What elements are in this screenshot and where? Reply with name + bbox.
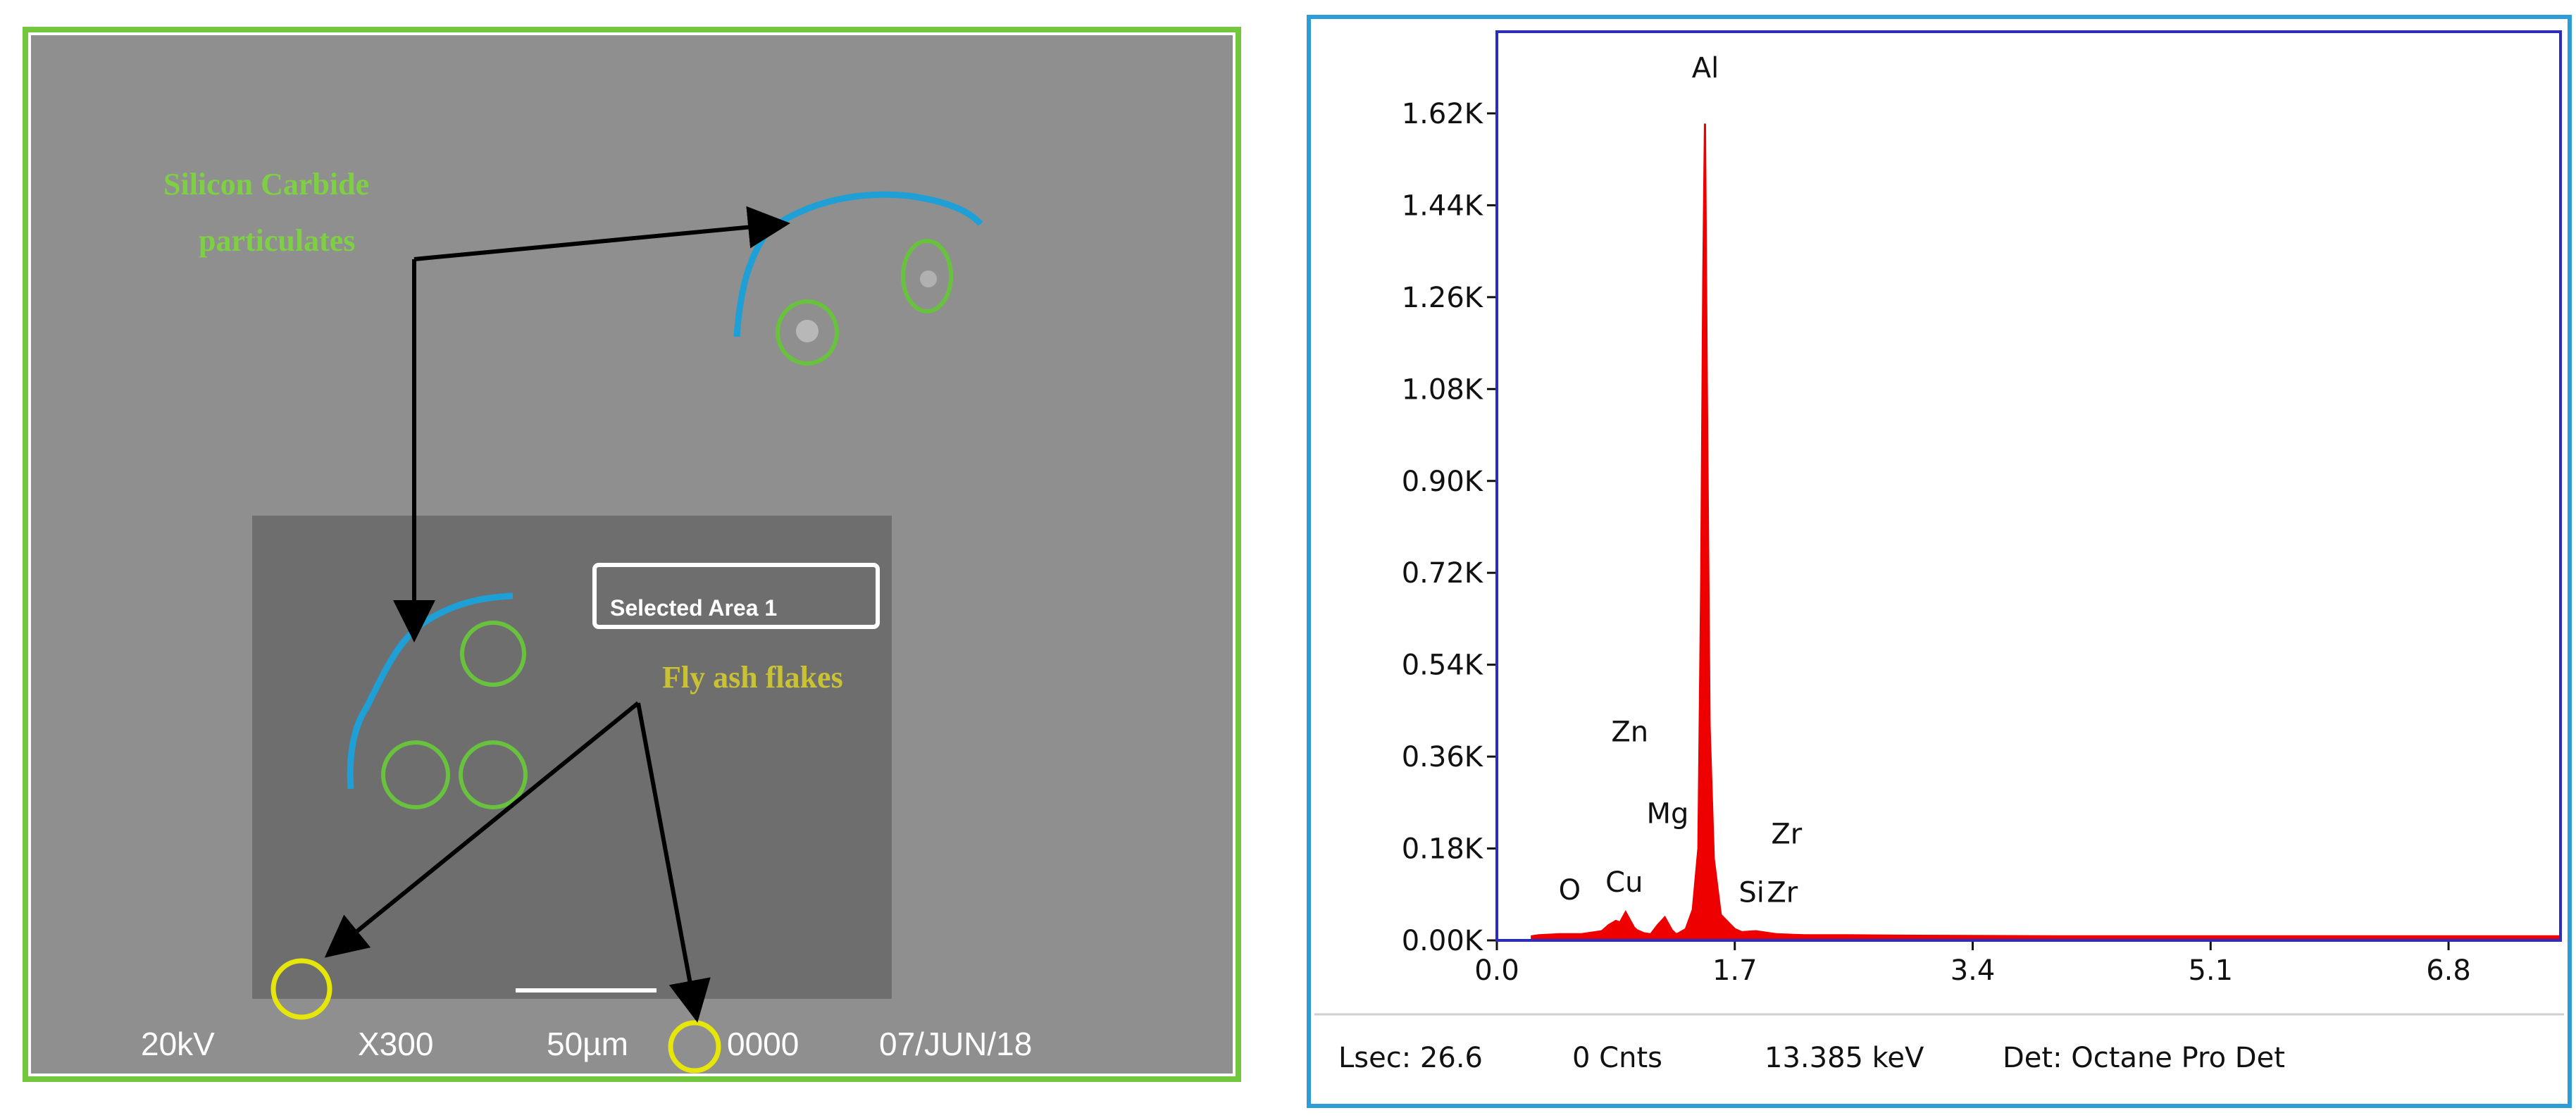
sem-frame bbox=[23, 27, 1241, 1082]
plot-area-border bbox=[1495, 30, 2562, 942]
sic-particle-marker bbox=[460, 621, 526, 687]
element-labels: Al Zn Mg Zr O Cu Si Zr bbox=[1559, 52, 1803, 909]
x-tick-label: 5.1 bbox=[2188, 954, 2233, 987]
sic-annotation-line1: Silicon Carbide bbox=[163, 167, 369, 201]
element-label: Mg bbox=[1646, 797, 1688, 830]
sic-particle-marker bbox=[459, 740, 528, 809]
y-tick-label: 0.18K bbox=[1402, 833, 1484, 866]
y-tick-label: 0.36K bbox=[1402, 741, 1484, 773]
element-label: Zr bbox=[1771, 818, 1802, 850]
y-tick-label: 0.90K bbox=[1402, 466, 1484, 498]
element-label: Al bbox=[1692, 52, 1719, 85]
y-tick-label: 0.72K bbox=[1402, 557, 1484, 590]
x-tick-label: 3.4 bbox=[1950, 954, 1996, 987]
fly-ash-marker bbox=[270, 958, 332, 1020]
status-energy: 13.385 keV bbox=[1765, 1042, 1924, 1074]
y-tick-label: 0.54K bbox=[1402, 649, 1484, 682]
sic-particle-marker bbox=[776, 299, 839, 366]
sem-scale-label: 50µm bbox=[547, 1026, 628, 1062]
sic-particle bbox=[920, 270, 937, 287]
x-tick-label: 6.8 bbox=[2426, 954, 2471, 987]
upper-boundary-curve bbox=[733, 191, 983, 337]
flyash-annotation: Fly ash flakes bbox=[662, 660, 843, 695]
spectrum bbox=[1531, 123, 2561, 940]
element-label: Zr bbox=[1767, 877, 1798, 909]
sic-particle-marker bbox=[381, 740, 450, 809]
sem-date: 07/JUN/18 bbox=[879, 1026, 1032, 1062]
y-tick-label: 1.44K bbox=[1402, 189, 1484, 222]
spectrum-series bbox=[1531, 123, 2561, 940]
status-lsec: Lsec: 26.6 bbox=[1338, 1042, 1483, 1074]
sic-particle bbox=[796, 320, 819, 342]
sem-micrograph-panel: Selected Area 1 Silicon Carbide particul… bbox=[23, 27, 1241, 1082]
lower-boundary-curve bbox=[347, 592, 514, 790]
element-label: Cu bbox=[1605, 866, 1643, 899]
element-label: Si bbox=[1738, 877, 1765, 909]
sic-arrow-upper bbox=[413, 206, 790, 261]
sic-particle-marker bbox=[901, 239, 953, 313]
element-label: O bbox=[1559, 874, 1581, 907]
eds-spectrum-panel: 0.00K 0.18K 0.36K 0.54K 0.72K 0.90K 1.08K 1.26K… bbox=[1307, 15, 2572, 1108]
x-tick-label: 0.0 bbox=[1474, 954, 1519, 987]
x-tick-label: 1.7 bbox=[1712, 954, 1757, 987]
sic-annotation-line2: particulates bbox=[199, 223, 355, 258]
sem-magnification: X300 bbox=[358, 1026, 433, 1062]
eds-frame bbox=[1307, 15, 2572, 1108]
y-tick-label: 1.62K bbox=[1402, 98, 1484, 130]
y-tick-label: 1.26K bbox=[1402, 282, 1484, 314]
y-axis: 0.00K 0.18K 0.36K 0.54K 0.72K 0.90K 1.08K 1.26K… bbox=[1402, 98, 1497, 957]
status-counts: 0 Cnts bbox=[1572, 1042, 1662, 1074]
fly-ash-marker bbox=[668, 1020, 721, 1074]
y-tick-label: 0.00K bbox=[1402, 925, 1484, 957]
selected-area-label: Selected Area 1 bbox=[610, 595, 777, 621]
status-detector: Det: Octane Pro Det bbox=[2003, 1042, 2285, 1074]
flyash-arrow-left bbox=[324, 701, 640, 958]
flyash-arrow-right bbox=[636, 702, 711, 1023]
y-tick-label: 1.08K bbox=[1402, 373, 1484, 406]
sem-image-number: 0000 bbox=[727, 1026, 799, 1062]
selected-area-box bbox=[592, 563, 880, 629]
x-axis: 0.0 1.7 3.4 5.1 6.8 bbox=[1474, 940, 2471, 987]
element-label: Zn bbox=[1611, 716, 1648, 748]
sem-voltage: 20kV bbox=[141, 1026, 215, 1062]
